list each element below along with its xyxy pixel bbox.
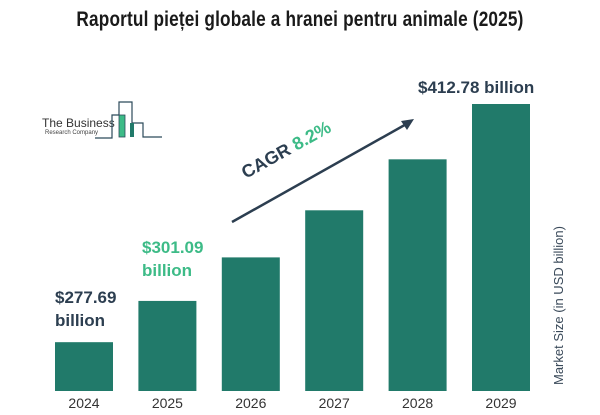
data-label-amount: $277.69 — [55, 288, 117, 307]
bar-2026 — [221, 257, 280, 391]
data-label-2025: $301.09 billion — [142, 236, 203, 282]
bar-2029 — [472, 104, 530, 391]
data-label-2024: $277.69 billion — [55, 286, 116, 332]
chart-title: Raportul pieței globale a hranei pentru … — [76, 8, 524, 31]
bar-2025 — [138, 300, 197, 391]
bar-2027 — [305, 210, 364, 391]
y-axis-label: Market Size (in USD billion) — [551, 226, 566, 385]
x-tick-label: 2025 — [152, 395, 183, 411]
data-label-amount: $301.09 — [142, 238, 204, 257]
data-label-unit: billion — [55, 311, 106, 330]
cagr-arrow — [231, 120, 411, 224]
logo-graphic — [95, 101, 162, 139]
logo-subtext: Research Company — [45, 130, 99, 136]
bar-2028 — [388, 159, 447, 391]
x-tick-label: 2026 — [235, 395, 266, 411]
x-tick-label: 2027 — [319, 395, 350, 411]
arrow-head — [401, 119, 414, 130]
x-tick-label: 2029 — [485, 395, 516, 411]
data-label-unit: billion — [142, 261, 193, 280]
logo-text: The Business — [42, 116, 115, 130]
bar-2024 — [55, 342, 113, 391]
data-label-2029: $412.78 billion — [418, 78, 535, 97]
x-tick-label: 2024 — [68, 395, 99, 411]
x-tick-label: 2028 — [402, 395, 433, 411]
